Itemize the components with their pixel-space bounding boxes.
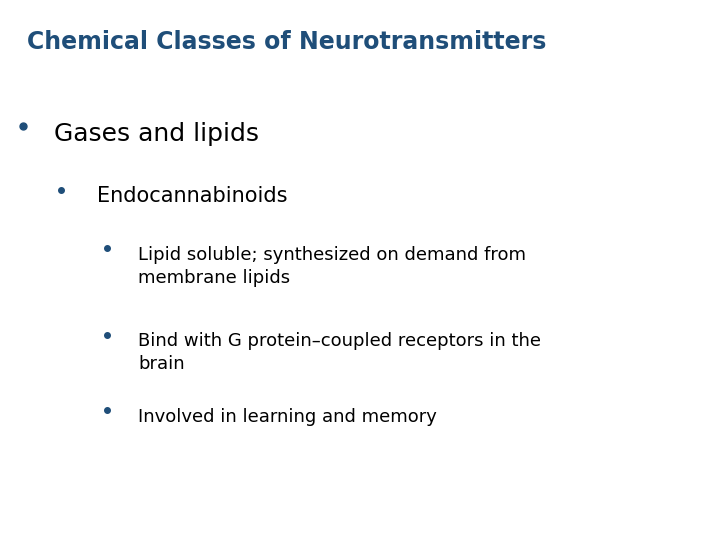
Text: Bind with G protein–coupled receptors in the
brain: Bind with G protein–coupled receptors in… <box>138 332 541 373</box>
Text: Lipid soluble; synthesized on demand from
membrane lipids: Lipid soluble; synthesized on demand fro… <box>138 246 526 287</box>
Text: Involved in learning and memory: Involved in learning and memory <box>138 408 437 426</box>
Text: Gases and lipids: Gases and lipids <box>54 122 259 145</box>
Text: Endocannabinoids: Endocannabinoids <box>97 186 288 206</box>
Text: Chemical Classes of Neurotransmitters: Chemical Classes of Neurotransmitters <box>27 30 546 53</box>
